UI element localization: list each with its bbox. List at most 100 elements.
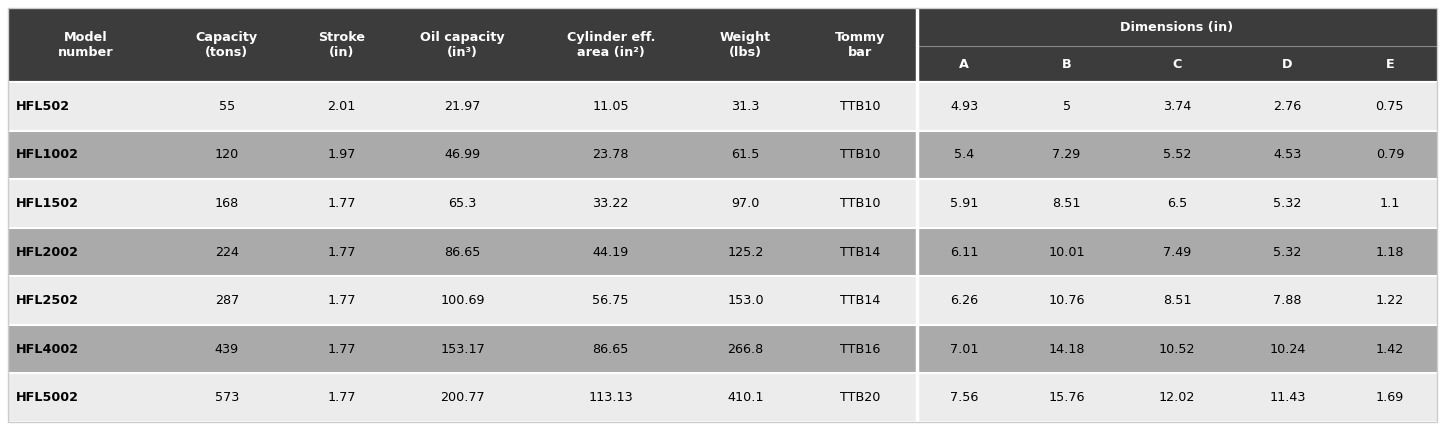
Text: 86.65: 86.65 — [445, 246, 481, 258]
Bar — [1011, 228, 1121, 276]
Text: 4.53: 4.53 — [1273, 148, 1302, 161]
Text: 0.75: 0.75 — [1376, 100, 1405, 113]
Bar — [163, 131, 290, 179]
Bar — [1121, 373, 1233, 422]
Text: TTB10: TTB10 — [840, 148, 880, 161]
Text: E: E — [1386, 58, 1394, 71]
Text: 21.97: 21.97 — [445, 100, 481, 113]
Text: 10.52: 10.52 — [1159, 343, 1195, 356]
Text: B: B — [1062, 58, 1071, 71]
Bar — [9, 228, 163, 276]
Bar — [1011, 46, 1121, 82]
Text: 11.05: 11.05 — [592, 100, 629, 113]
Bar — [1121, 82, 1233, 131]
Text: 573: 573 — [215, 391, 238, 404]
Text: Cylinder eff.
area (in²): Cylinder eff. area (in²) — [566, 31, 655, 59]
Bar — [688, 325, 802, 373]
Text: 287: 287 — [215, 294, 238, 307]
Text: TTB10: TTB10 — [840, 100, 880, 113]
Bar — [392, 276, 533, 325]
Text: 0.79: 0.79 — [1376, 148, 1405, 161]
Text: 1.77: 1.77 — [327, 343, 355, 356]
Text: 56.75: 56.75 — [592, 294, 629, 307]
Bar — [918, 325, 1012, 373]
Bar — [1011, 131, 1121, 179]
Text: 439: 439 — [215, 343, 238, 356]
Bar — [290, 8, 392, 82]
Bar — [1233, 228, 1342, 276]
Bar — [163, 228, 290, 276]
Bar — [392, 228, 533, 276]
Bar — [918, 82, 1012, 131]
Text: 11.43: 11.43 — [1269, 391, 1306, 404]
Text: 2.01: 2.01 — [327, 100, 355, 113]
Text: HFL4002: HFL4002 — [16, 343, 79, 356]
Bar — [688, 276, 802, 325]
Bar — [1233, 373, 1342, 422]
Text: 8.51: 8.51 — [1163, 294, 1191, 307]
Bar — [802, 373, 918, 422]
Bar — [1342, 46, 1436, 82]
Bar — [918, 179, 1012, 228]
Text: 6.26: 6.26 — [951, 294, 978, 307]
Text: 33.22: 33.22 — [592, 197, 629, 210]
Text: TTB10: TTB10 — [840, 197, 880, 210]
Bar — [802, 276, 918, 325]
Text: Tommy
bar: Tommy bar — [835, 31, 886, 59]
Bar — [533, 179, 688, 228]
Bar — [290, 131, 392, 179]
Text: 1.69: 1.69 — [1376, 391, 1405, 404]
Text: 5.52: 5.52 — [1163, 148, 1191, 161]
Text: 5.32: 5.32 — [1273, 197, 1302, 210]
Text: 1.77: 1.77 — [327, 246, 355, 258]
Text: 1.77: 1.77 — [327, 197, 355, 210]
Text: 1.77: 1.77 — [327, 294, 355, 307]
Text: 23.78: 23.78 — [592, 148, 629, 161]
Text: A: A — [959, 58, 970, 71]
Bar — [688, 8, 802, 82]
Text: 44.19: 44.19 — [592, 246, 629, 258]
Bar — [1011, 179, 1121, 228]
Bar — [688, 179, 802, 228]
Text: 10.24: 10.24 — [1269, 343, 1306, 356]
Bar — [290, 325, 392, 373]
Text: HFL5002: HFL5002 — [16, 391, 79, 404]
Bar — [1233, 179, 1342, 228]
Bar — [9, 325, 163, 373]
Bar — [392, 325, 533, 373]
Bar — [688, 373, 802, 422]
Bar — [9, 8, 163, 82]
Bar — [533, 82, 688, 131]
Bar — [918, 8, 1436, 46]
Bar — [802, 131, 918, 179]
Text: HFL502: HFL502 — [16, 100, 71, 113]
Bar — [918, 46, 1012, 82]
Bar — [1233, 46, 1342, 82]
Bar — [9, 179, 163, 228]
Bar — [1342, 325, 1436, 373]
Text: C: C — [1172, 58, 1182, 71]
Text: TTB20: TTB20 — [840, 391, 880, 404]
Text: 12.02: 12.02 — [1159, 391, 1195, 404]
Text: HFL2502: HFL2502 — [16, 294, 79, 307]
Text: D: D — [1282, 58, 1293, 71]
Text: 97.0: 97.0 — [731, 197, 760, 210]
Bar — [1233, 131, 1342, 179]
Bar — [1342, 373, 1436, 422]
Text: 2.76: 2.76 — [1273, 100, 1302, 113]
Text: 31.3: 31.3 — [731, 100, 760, 113]
Bar — [163, 325, 290, 373]
Text: 1.22: 1.22 — [1376, 294, 1405, 307]
Bar — [533, 131, 688, 179]
Text: 6.5: 6.5 — [1168, 197, 1188, 210]
Text: 7.56: 7.56 — [949, 391, 978, 404]
Text: 3.74: 3.74 — [1163, 100, 1191, 113]
Bar — [1011, 325, 1121, 373]
Bar — [392, 82, 533, 131]
Text: Oil capacity
(in³): Oil capacity (in³) — [420, 31, 504, 59]
Bar — [802, 179, 918, 228]
Bar — [392, 179, 533, 228]
Bar — [1121, 228, 1233, 276]
Bar — [290, 228, 392, 276]
Bar — [1121, 46, 1233, 82]
